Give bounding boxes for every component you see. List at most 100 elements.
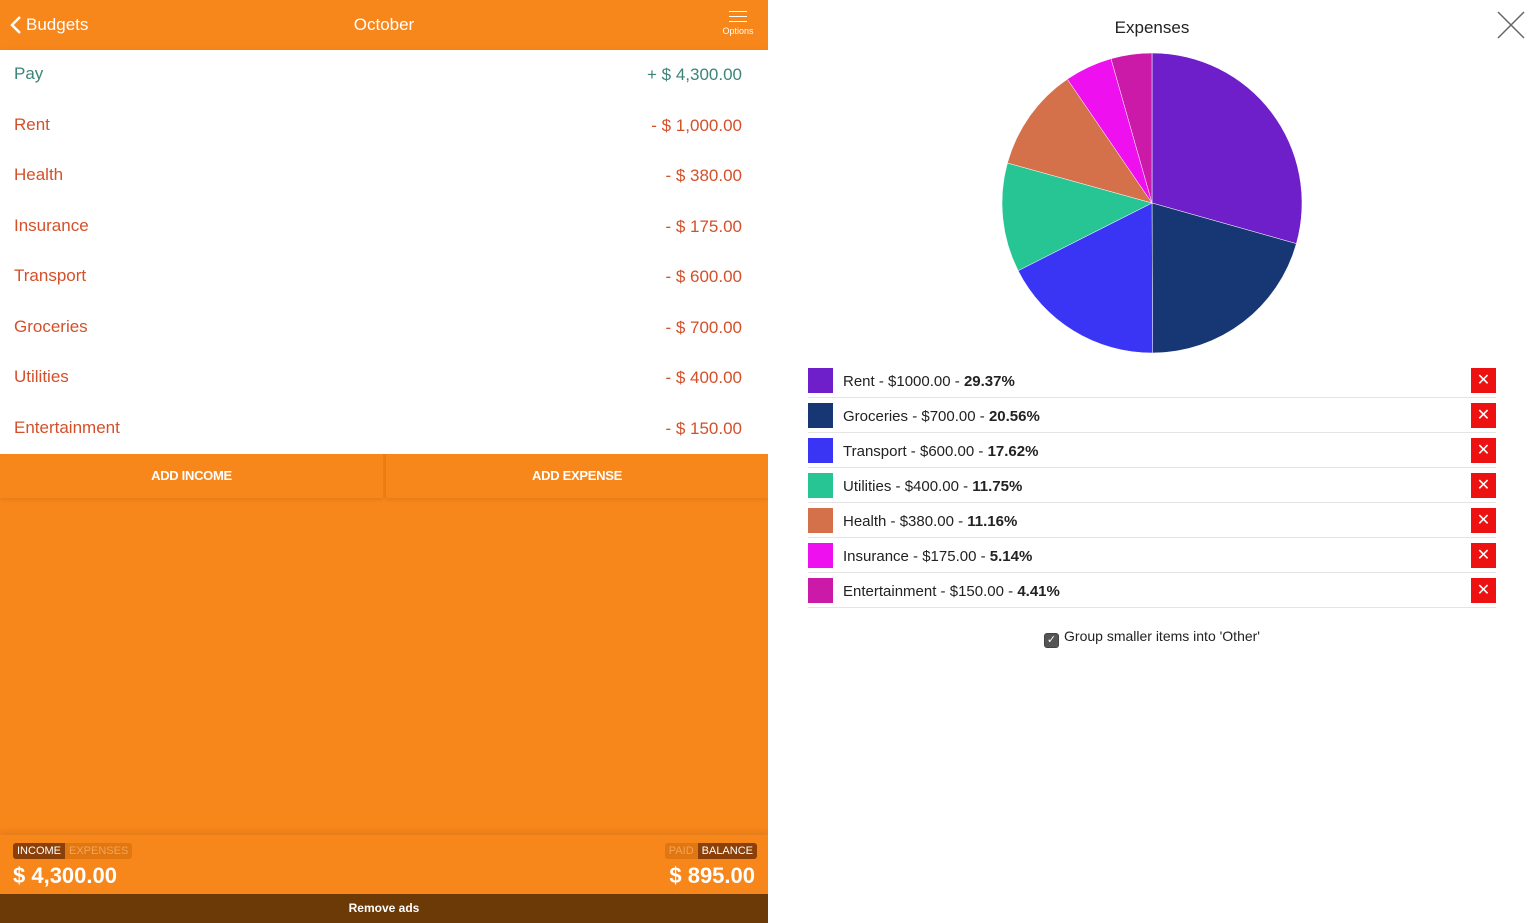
item-name: Transport [14,266,87,285]
back-button[interactable]: Budgets [10,13,88,37]
balance-toggle[interactable]: BALANCE [697,843,757,859]
back-label: Budgets [26,15,89,34]
close-icon[interactable] [1496,10,1526,40]
income-toggle[interactable]: INCOME [13,843,65,859]
list-item[interactable]: Transport - $ 600.00 [0,252,768,302]
legend-percent: 29.37% [963,373,1015,390]
remove-slice-button[interactable]: ✕ [1471,543,1496,568]
top-bar: Budgets October Options [0,0,768,50]
chart-legend: Rent - $1000.00 - 29.37% ✕ Groceries - $70… [808,363,1496,608]
group-label: Group smaller items into 'Other' [1064,628,1260,644]
legend-category: Insurance [843,548,909,565]
legend-item: Utilities - $400.00 - 11.75% ✕ [808,468,1496,503]
income-expenses-toggle: INCOME EXPENSES [13,843,133,859]
item-amount: - $ 700.00 [665,317,742,337]
divider [383,454,386,498]
add-expense-button[interactable]: ADD EXPENSE [386,454,768,498]
list-item[interactable]: Utilities - $ 400.00 [0,353,768,403]
action-row: ADD INCOME ADD EXPENSE [0,454,768,500]
pie-slice-rent [1151,52,1303,244]
item-amount: - $ 1,000.00 [651,115,742,135]
legend-percent: 4.41% [1017,583,1060,600]
remove-ads-button[interactable]: Remove ads [0,894,768,923]
pie-slice-health [1007,78,1153,204]
item-amount: - $ 380.00 [665,166,742,185]
legend-amount: $150.00 [949,583,1004,600]
remove-slice-button[interactable]: ✕ [1471,368,1496,393]
legend-category: Transport [843,443,907,460]
item-name: Entertainment [14,417,120,437]
income-total: $ 4,300.00 [13,863,117,888]
list-item[interactable]: Rent - $ 1,000.00 [0,101,768,151]
list-item[interactable]: Pay + $ 4,300.00 [0,50,768,100]
legend-percent: 11.75% [972,478,1023,495]
legend-item: Entertainment - $150.00 - 4.41% ✕ [808,573,1496,608]
legend-percent: 20.56% [988,408,1040,425]
chart-title: Expenses [1114,18,1190,37]
legend-label: Insurance - $175.00 - 5.14% [843,548,1033,565]
item-amount: - $ 600.00 [665,267,742,286]
balance-total: $ 895.00 [669,863,755,888]
legend-amount: $1000.00 [888,373,951,390]
paid-balance-toggle: PAID BALANCE [664,843,757,859]
legend-swatch [808,508,833,533]
item-name: Rent [14,114,50,134]
item-name: Health [14,165,64,184]
legend-percent: 17.62% [987,443,1039,460]
legend-percent: 5.14% [989,548,1033,565]
legend-swatch [808,578,833,603]
legend-label: Groceries - $700.00 - 20.56% [843,408,1040,425]
paid-toggle[interactable]: PAID [664,843,698,859]
chevron-left-icon [10,16,21,34]
remove-slice-button[interactable]: ✕ [1471,578,1496,603]
legend-label: Transport - $600.00 - 17.62% [843,443,1039,460]
legend-label: Health - $380.00 - 11.16% [843,513,1018,530]
expenses-pie-chart [1001,52,1303,354]
legend-swatch [808,543,833,568]
item-amount: - $ 400.00 [665,368,742,387]
legend-category: Groceries [843,408,909,425]
legend-label: Rent - $1000.00 - 29.37% [843,373,1015,390]
legend-swatch [808,473,833,498]
budget-item-list: Pay + $ 4,300.00 Rent - $ 1,000.00 Health - $… [0,50,768,454]
budget-panel: Budgets October Options Pay + $ 4,300.00 R… [0,0,768,923]
legend-item: Insurance - $175.00 - 5.14% ✕ [808,538,1496,573]
list-item[interactable]: Groceries - $ 700.00 [0,303,768,353]
page-title: October [353,15,415,34]
legend-percent: 11.16% [967,513,1018,530]
remove-slice-button[interactable]: ✕ [1471,508,1496,533]
remove-slice-button[interactable]: ✕ [1471,473,1496,498]
legend-category: Entertainment [843,583,937,600]
group-checkbox[interactable]: ✓ [1044,633,1060,648]
item-name: Utilities [14,367,69,386]
options-button[interactable]: Options [718,8,758,42]
menu-icon [729,11,747,22]
remove-slice-button[interactable]: ✕ [1471,438,1496,463]
legend-item: Health - $380.00 - 11.16% ✕ [808,503,1496,538]
pie-slice-transport [1017,202,1153,354]
remove-slice-button[interactable]: ✕ [1471,403,1496,428]
legend-amount: $380.00 [899,513,954,530]
legend-item: Rent - $1000.00 - 29.37% ✕ [808,363,1496,398]
legend-amount: $600.00 [919,443,975,460]
legend-amount: $175.00 [922,548,977,565]
list-item[interactable]: Entertainment - $ 150.00 [0,404,768,454]
pie-slice-entertainment [1110,52,1153,204]
summary-footer: INCOME EXPENSES $ 4,300.00 PAID BALANCE … [0,835,768,894]
add-income-button[interactable]: ADD INCOME [0,454,383,498]
legend-category: Health [843,513,887,530]
item-name: Pay [14,64,44,83]
list-item[interactable]: Health - $ 380.00 [0,151,768,201]
expenses-toggle[interactable]: EXPENSES [65,843,133,859]
legend-label: Entertainment - $150.00 - 4.41% [843,583,1060,600]
pie-slice-utilities [1001,162,1153,272]
legend-item: Transport - $600.00 - 17.62% ✕ [808,433,1496,468]
group-option: ✓ Group smaller items into 'Other' [768,628,1536,648]
pie-slice-groceries [1151,202,1297,354]
item-amount: + $ 4,300.00 [646,65,742,84]
legend-amount: $700.00 [921,408,976,425]
list-item[interactable]: Insurance - $ 175.00 [0,202,768,252]
item-amount: - $ 150.00 [665,418,742,438]
legend-amount: $400.00 [904,478,959,495]
legend-item: Groceries - $700.00 - 20.56% ✕ [808,398,1496,433]
